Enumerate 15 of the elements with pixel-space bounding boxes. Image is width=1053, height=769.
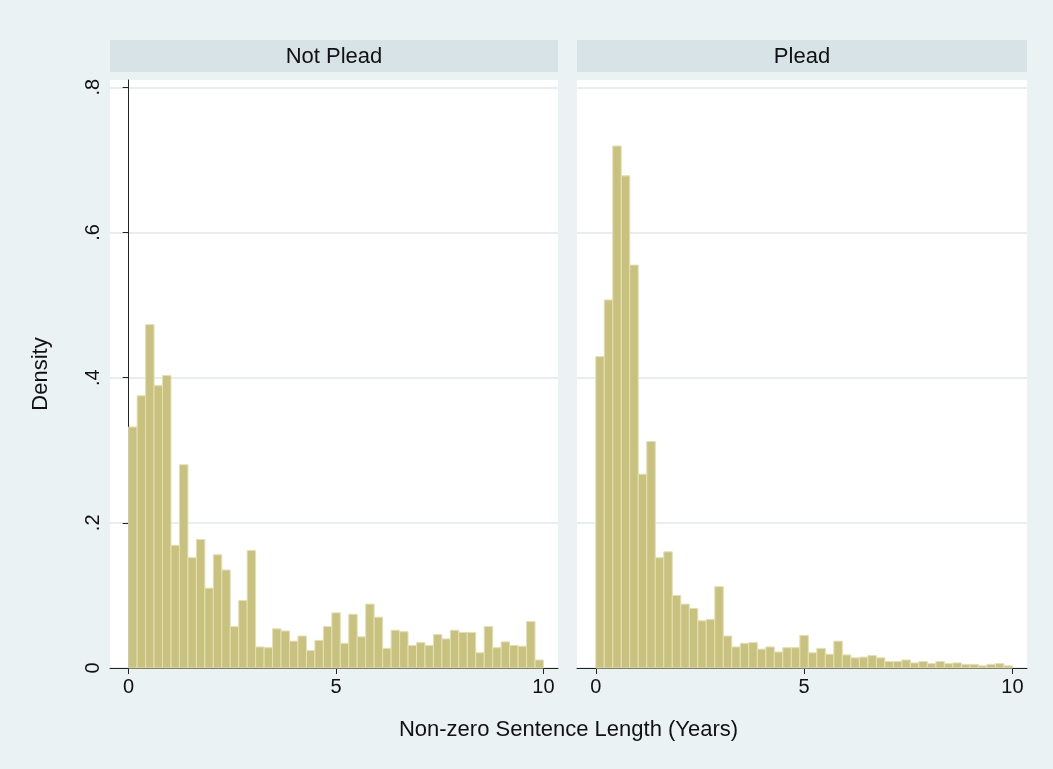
x-tick-label: 10 — [532, 675, 555, 697]
chart-title: Not Plead — [110, 40, 558, 72]
y-axis-title: Density — [26, 337, 52, 411]
y-tick-label: .2 — [81, 514, 103, 532]
x-tick-label: 5 — [798, 675, 810, 697]
x-tick-label: 0 — [123, 675, 135, 697]
x-tick-label: 0 — [590, 675, 602, 697]
x-tick-label: 5 — [330, 675, 342, 697]
y-tick-label: .6 — [81, 224, 103, 241]
y-tick-label: .8 — [81, 78, 103, 96]
x-tick-label: 10 — [1001, 675, 1024, 697]
x-axis-title: Non-zero Sentence Length (Years) — [397, 716, 740, 742]
y-tick-label: 0 — [81, 662, 103, 674]
y-tick-label: .4 — [81, 369, 103, 386]
chart-title: Plead — [577, 40, 1027, 72]
